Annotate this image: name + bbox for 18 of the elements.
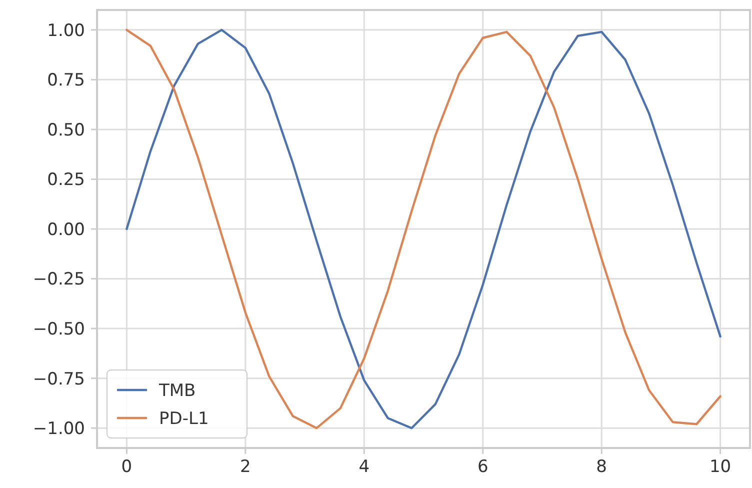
y-tick-label: 0.50	[47, 120, 85, 140]
x-tick-label: 6	[477, 457, 488, 477]
x-tick-label: 10	[710, 457, 732, 477]
y-tick-label: −1.00	[32, 419, 85, 440]
x-tick-label: 0	[121, 457, 132, 477]
y-tick-label: 0.25	[47, 170, 85, 190]
line-series	[126, 28, 722, 430]
x-tick-label: 8	[596, 457, 608, 477]
y-tick-label: 0.75	[47, 70, 85, 91]
y-tick-label: 0.00	[47, 220, 85, 240]
x-tick-label: 2	[240, 457, 251, 477]
y-tick-label: −0.50	[32, 319, 85, 340]
y-tick-label: −0.75	[32, 369, 85, 390]
legend-label: PD-L1	[159, 408, 209, 429]
y-tick-label: 1.00	[47, 20, 85, 41]
y-tick-label: −0.25	[32, 270, 85, 290]
legend-label: TMB	[158, 380, 196, 401]
x-tick-label: 4	[358, 457, 370, 477]
